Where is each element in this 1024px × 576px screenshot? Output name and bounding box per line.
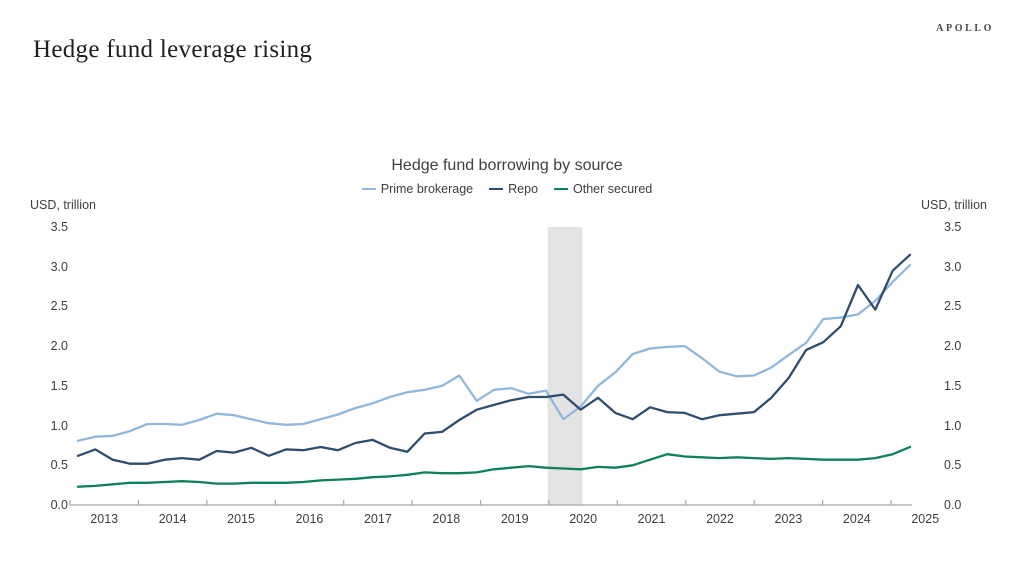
x-tick-label-2020: 2020 [569,512,598,526]
x-tick-label-2014: 2014 [158,512,187,526]
legend-dash-icon-prime-brokerage [361,187,376,191]
x-tick-label-2013: 2013 [90,512,119,526]
legend-item-prime-brokerage: Prime brokerage [361,182,474,196]
x-tick-label-2015: 2015 [227,512,255,526]
legend-label-prime-brokerage: Prime brokerage [380,182,474,196]
y-tick-label-left-3.5: 3.5 [50,220,68,234]
x-tick-label-2025: 2025 [911,512,940,526]
x-tick-label-2016: 2016 [295,512,324,526]
y-tick-label-right-0.5: 0.5 [944,458,962,473]
recession-band [547,227,583,505]
y-tick-label-right-2.0: 2.0 [944,339,962,354]
brand-logo: APOLLO [936,23,994,34]
y-axis-unit-left: USD, trillion [30,198,96,212]
y-axis-unit-right: USD, trillion [921,198,987,212]
y-tick-label-left-2.5: 2.5 [50,299,68,314]
x-tick-label-2021: 2021 [637,512,666,526]
y-tick-label-right-2.5: 2.5 [944,299,962,314]
x-tick-label-2018: 2018 [432,512,461,526]
x-tick-label-2023: 2023 [774,512,803,526]
y-tick-label-left-0.0: 0.0 [50,498,68,512]
legend-label-repo: Repo [508,182,539,196]
y-tick-label-left-1.0: 1.0 [50,418,68,433]
y-tick-label-right-3.5: 3.5 [944,220,962,234]
y-tick-label-left-1.5: 1.5 [50,378,68,393]
legend-dash-icon-other-secured [554,187,569,191]
y-tick-label-left-0.5: 0.5 [50,458,68,473]
y-tick-label-right-3.0: 3.0 [944,259,962,274]
chart-legend: Prime brokerage Repo Other secured [73,182,941,196]
chart-title: Hedge fund borrowing by source [391,157,623,174]
series-line-other-secured [76,445,912,488]
legend-label-other-secured: Other secured [573,182,653,196]
x-tick-label-2019: 2019 [500,512,529,526]
series-line-prime-brokerage [76,263,912,442]
legend-item-other-secured: Other secured [554,182,652,196]
y-tick-label-right-1.0: 1.0 [944,418,962,433]
legend-dash-icon-repo [489,187,504,191]
legend-item-repo: Repo [489,182,538,196]
y-tick-label-left-3.0: 3.0 [50,259,68,274]
y-tick-label-right-0.0: 0.0 [944,498,962,512]
page-title: Hedge fund leverage rising [33,36,313,63]
y-tick-label-right-1.5: 1.5 [944,378,962,393]
series-line-repo [76,253,912,465]
x-tick-label-2017: 2017 [363,512,392,526]
x-tick-label-2022: 2022 [706,512,734,526]
x-tick-label-2024: 2024 [842,512,871,526]
y-tick-label-left-2.0: 2.0 [50,339,68,354]
